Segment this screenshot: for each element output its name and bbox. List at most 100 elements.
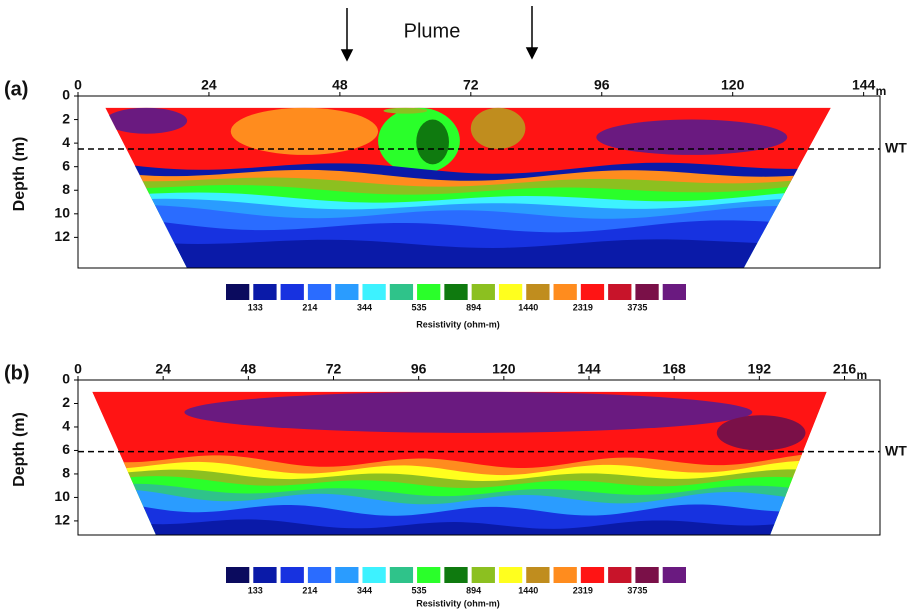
colorbar-swatch — [226, 284, 250, 300]
colorbar-tick-label: 1440 — [518, 585, 538, 595]
plume-arrows — [340, 6, 539, 62]
colorbar-swatch — [471, 284, 495, 300]
colorbar-title: Resistivity (ohm-m) — [416, 319, 500, 329]
colorbar-tick-label: 344 — [357, 302, 372, 312]
y-tick-label: 10 — [54, 205, 70, 221]
x-unit: m — [857, 368, 868, 382]
x-tick-label: 96 — [594, 77, 610, 93]
colorbar-title: Resistivity (ohm-m) — [416, 598, 500, 608]
x-tick-label: 216 — [833, 361, 857, 377]
resistivity-zone — [383, 107, 428, 114]
x-tick-label: 0 — [74, 77, 82, 93]
x-tick-label: 24 — [201, 77, 217, 93]
colorbar-tick-label: 894 — [466, 585, 481, 595]
colorbar-swatch — [253, 284, 277, 300]
x-tick-label: 144 — [852, 77, 876, 93]
colorbar-swatch — [608, 567, 632, 583]
y-tick-label: 12 — [54, 228, 70, 244]
colorbar-swatch — [471, 567, 495, 583]
colorbar-tick-label: 2319 — [573, 585, 593, 595]
resistivity-zone — [105, 107, 188, 134]
colorbar-tick-label: 3735 — [627, 585, 647, 595]
panel-label: (a) — [4, 78, 28, 100]
colorbar-swatch — [307, 567, 332, 583]
colorbar-tick-label: 535 — [412, 302, 427, 312]
x-tick-label: 144 — [577, 361, 601, 377]
y-tick-label: 6 — [62, 441, 70, 457]
x-tick-label: 168 — [662, 361, 686, 377]
colorbar-swatch — [362, 284, 386, 300]
colorbar-swatch — [526, 284, 550, 300]
colorbar-swatch — [553, 284, 577, 300]
colorbar-swatch — [417, 284, 441, 300]
colorbar-tick-label: 3735 — [627, 302, 647, 312]
plot-frame — [77, 379, 881, 536]
colorbar-swatch — [444, 284, 468, 300]
y-tick-label: 10 — [54, 488, 70, 504]
colorbar-swatch — [335, 284, 359, 300]
resistivity-section — [105, 107, 831, 268]
colorbar-tick-label: 133 — [248, 585, 263, 595]
colorbar-swatch — [226, 567, 250, 583]
colorbar-swatch — [662, 284, 686, 300]
resistivity-zone — [716, 415, 806, 451]
colorbar-swatch — [580, 567, 605, 583]
colorbar-swatch — [389, 567, 414, 583]
x-tick-label: 192 — [748, 361, 772, 377]
x-tick-label: 96 — [411, 361, 427, 377]
colorbar-swatch — [580, 284, 605, 300]
y-tick-label: 0 — [62, 87, 70, 103]
colorbar-tick-label: 133 — [248, 302, 263, 312]
resistivity-zone — [184, 391, 753, 433]
resistivity-section — [92, 391, 827, 535]
y-tick-label: 2 — [62, 394, 70, 410]
panel-label: (b) — [4, 362, 30, 384]
y-axis-label: Depth (m) — [11, 412, 28, 487]
x-unit: m — [876, 84, 887, 98]
colorbar-swatch — [280, 284, 304, 300]
colorbar-swatch — [635, 567, 659, 583]
y-tick-label: 4 — [62, 134, 70, 150]
resistivity-band — [105, 235, 831, 268]
plume-label: Plume — [404, 20, 461, 42]
colorbar-swatch — [526, 567, 550, 583]
colorbar-swatch — [498, 567, 523, 583]
panel: (b)Depth (m)m0 24 48 72 96 120 144 168 192 216024… — [4, 361, 907, 609]
colorbar-swatch — [608, 284, 632, 300]
colorbar-swatch — [280, 567, 304, 583]
colorbar-tick-label: 2319 — [573, 302, 593, 312]
water-table-label: WT — [885, 442, 907, 458]
y-tick-label: 4 — [62, 418, 70, 434]
colorbar-swatch — [362, 567, 386, 583]
colorbar-swatch — [307, 284, 332, 300]
x-tick-label: 0 — [74, 361, 82, 377]
x-tick-label: 24 — [155, 361, 171, 377]
colorbar-swatch — [498, 284, 523, 300]
colorbar-tick-label: 344 — [357, 585, 372, 595]
x-tick-label: 72 — [463, 77, 479, 93]
y-axis-label: Depth (m) — [11, 137, 28, 212]
colorbar-swatch — [662, 567, 686, 583]
colorbar-swatch — [444, 567, 468, 583]
resistivity-band — [92, 515, 827, 535]
plot-frame — [77, 95, 881, 269]
x-tick-label: 120 — [492, 361, 516, 377]
x-tick-label: 48 — [332, 77, 348, 93]
y-tick-label: 8 — [62, 181, 70, 197]
colorbar-swatch — [253, 567, 277, 583]
y-tick-label: 0 — [62, 371, 70, 387]
y-tick-label: 6 — [62, 157, 70, 173]
resistivity-zone — [596, 119, 788, 155]
x-tick-label: 120 — [721, 77, 745, 93]
colorbar-tick-label: 894 — [466, 302, 481, 312]
colorbar-tick-label: 1440 — [518, 302, 538, 312]
colorbar-swatch — [635, 284, 659, 300]
x-tick-label: 48 — [241, 361, 257, 377]
colorbar-swatch — [417, 567, 441, 583]
colorbar-tick-label: 214 — [302, 302, 317, 312]
resistivity-zone — [416, 119, 449, 165]
y-tick-label: 8 — [62, 465, 70, 481]
colorbar-tick-label: 214 — [302, 585, 317, 595]
resistivity-zone — [470, 107, 526, 150]
